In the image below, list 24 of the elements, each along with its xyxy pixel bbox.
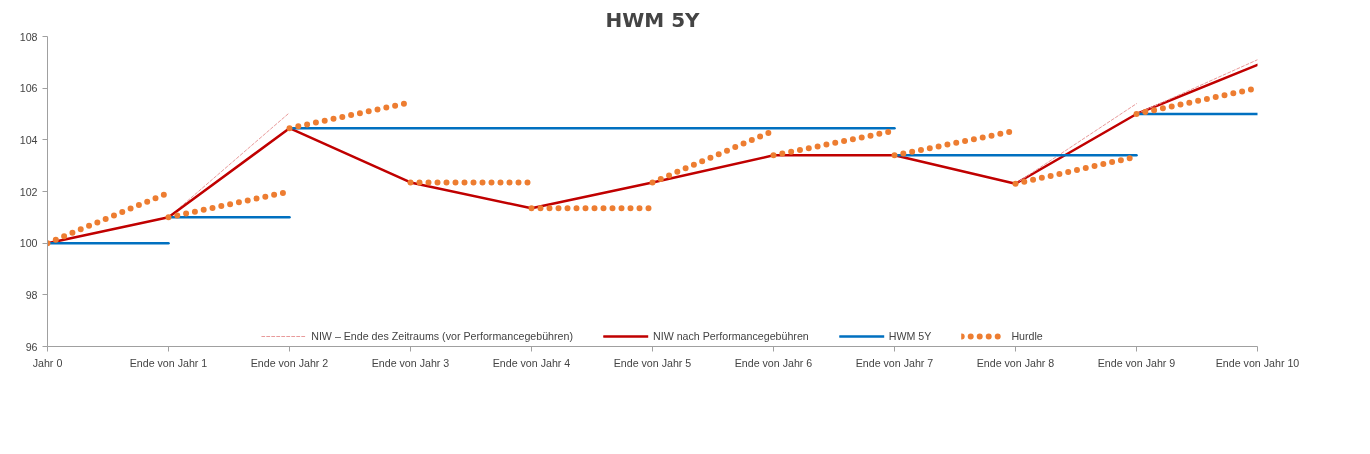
x-tick-label: Ende von Jahr 7 [855, 356, 934, 369]
y-tick-label: 108 [19, 30, 38, 43]
x-tick-label: Ende von Jahr 8 [976, 356, 1055, 369]
x-tick-label: Ende von Jahr 1 [129, 356, 208, 369]
x-tick-label: Ende von Jahr 6 [734, 356, 813, 369]
y-tick-label: 98 [25, 288, 38, 301]
x-tick-label: Ende von Jahr 4 [492, 356, 571, 369]
legend-label: NIW nach Performancegebühren [652, 330, 809, 342]
y-tick-label: 102 [19, 185, 38, 198]
chart-title: HWM 5Y [605, 7, 701, 32]
x-tick-label: Ende von Jahr 10 [1215, 356, 1300, 369]
x-tick-label: Ende von Jahr 9 [1097, 356, 1176, 369]
x-tick-label: Ende von Jahr 2 [250, 356, 329, 369]
legend-label: HWM 5Y [888, 330, 932, 342]
line-series [47, 63, 1258, 245]
y-tick-label: 104 [19, 133, 38, 146]
x-tick-label: Ende von Jahr 5 [613, 356, 692, 369]
y-tick-label: 96 [25, 340, 38, 353]
x-tick-label: Ende von Jahr 3 [371, 356, 450, 369]
y-tick-label: 106 [19, 82, 38, 95]
y-tick-label: 100 [19, 237, 38, 250]
legend-label: NIW – Ende des Zeitraums (vor Performancegebühren) [311, 330, 573, 342]
legend-label: Hurdle [1011, 330, 1043, 342]
x-tick-label: Jahr 0 [32, 356, 63, 369]
